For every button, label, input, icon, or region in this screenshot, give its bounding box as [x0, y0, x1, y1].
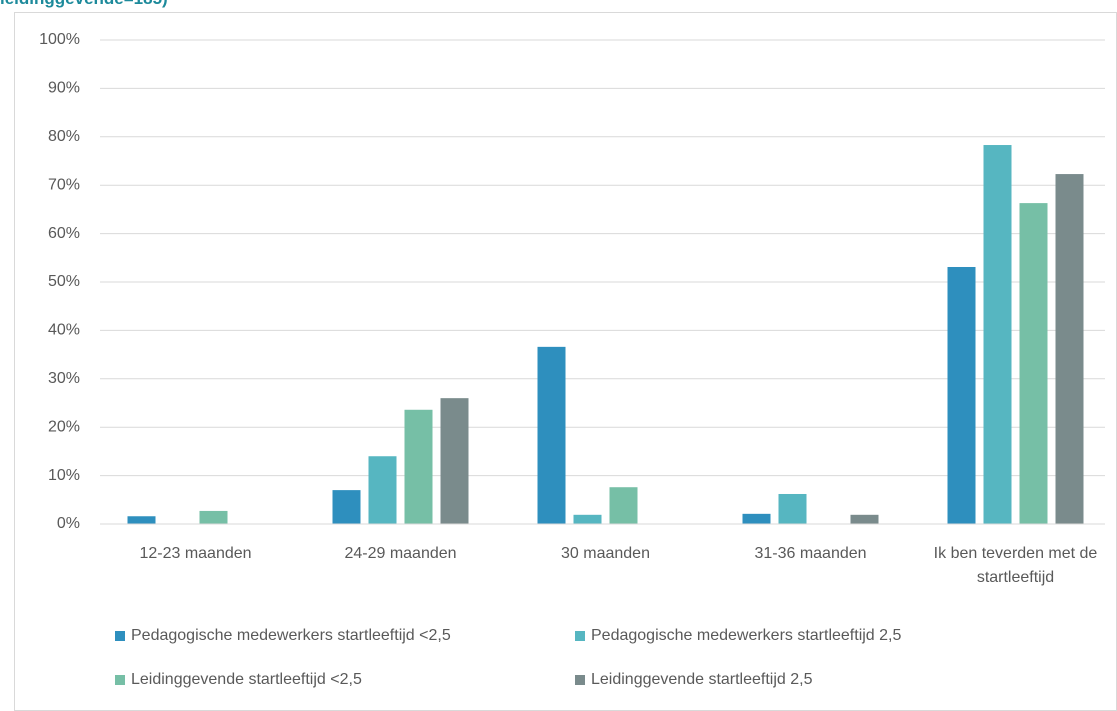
legend-label: Leidinggevende startleeftijd <2,5	[131, 671, 362, 688]
y-tick-label: 0%	[57, 515, 80, 532]
y-tick-label: 10%	[48, 467, 80, 484]
legend-swatch	[115, 631, 125, 641]
bar	[537, 346, 566, 524]
bar	[778, 493, 807, 524]
legend-label: Leidinggevende startleeftijd 2,5	[591, 671, 813, 688]
legend-label: Pedagogische medewerkers startleeftijd 2…	[591, 627, 901, 644]
x-tick-label: 31-36 maanden	[754, 545, 867, 562]
y-tick-label: 100%	[39, 31, 80, 48]
y-tick-label: 50%	[48, 273, 80, 290]
bar	[983, 145, 1012, 524]
y-tick-label: 20%	[48, 418, 80, 435]
bar	[199, 510, 228, 524]
x-tick-label: 30 maanden	[561, 545, 650, 562]
bar	[332, 490, 361, 524]
legend-swatch	[115, 675, 125, 685]
chart-title: leidinggevende=185)	[0, 0, 168, 9]
y-tick-label: 70%	[48, 176, 80, 193]
bar	[742, 513, 771, 524]
bar	[1019, 203, 1048, 524]
x-tick-label: Ik ben teverden met de startleeftijd	[933, 545, 1098, 586]
bar	[609, 487, 638, 524]
legend-swatch	[575, 675, 585, 685]
legend-label: Pedagogische medewerkers startleeftijd <…	[131, 627, 451, 644]
y-tick-label: 80%	[48, 128, 80, 145]
y-tick-label: 30%	[48, 370, 80, 387]
y-tick-label: 60%	[48, 225, 80, 242]
bar	[440, 398, 469, 524]
bar	[1055, 174, 1084, 524]
x-tick-label: 24-29 maanden	[344, 545, 457, 562]
bar	[573, 514, 602, 524]
y-tick-label: 90%	[48, 80, 80, 97]
bar	[947, 266, 976, 524]
bar	[850, 514, 879, 524]
bar	[404, 409, 433, 524]
legend-swatch	[575, 631, 585, 641]
bar	[368, 456, 397, 524]
y-tick-label: 40%	[48, 322, 80, 339]
bar	[127, 516, 156, 524]
x-tick-label: 12-23 maanden	[139, 545, 252, 562]
